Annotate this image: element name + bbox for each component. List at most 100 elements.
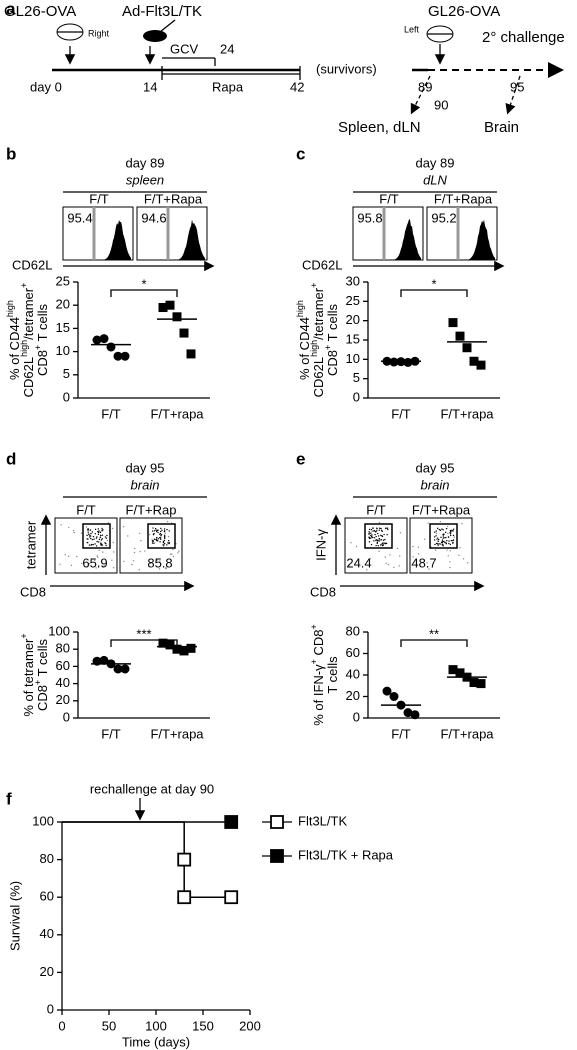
data-point	[106, 342, 116, 352]
event-dot	[92, 543, 94, 546]
y-axis-label-part: T cells	[325, 656, 340, 694]
significance: *	[141, 276, 146, 291]
event-dot	[60, 524, 62, 526]
y-tick-label: 80	[40, 851, 54, 866]
significance: **	[429, 626, 439, 641]
event-dot	[87, 529, 90, 531]
axis-label: IFN-γ	[313, 529, 328, 561]
tissue-label: dLN	[423, 172, 447, 187]
gate-value: 65.9	[82, 555, 107, 570]
event-dot	[376, 542, 378, 544]
sample-label: F/T	[379, 191, 399, 206]
gate-value: 95.2	[431, 210, 456, 225]
event-dot	[131, 563, 133, 566]
event-dot	[153, 530, 156, 532]
event-dot	[436, 539, 438, 541]
gate	[364, 523, 393, 549]
event-dot	[379, 544, 382, 546]
event-dot	[156, 539, 158, 541]
event-dot	[164, 532, 166, 534]
event-dot	[80, 532, 83, 534]
event-dot	[98, 549, 100, 551]
event-dot	[98, 538, 101, 541]
data-point	[476, 679, 486, 689]
event-dot	[451, 529, 453, 531]
histogram-box	[426, 206, 498, 261]
significance: *	[431, 276, 436, 291]
event-dot	[59, 563, 61, 565]
event-dot	[377, 532, 379, 535]
event-dot	[379, 527, 381, 529]
event-dot	[385, 527, 387, 529]
event-dot	[379, 539, 381, 541]
event-dot	[96, 536, 98, 538]
event-dot	[151, 539, 153, 541]
y-axis-label: % of tetramer+	[19, 633, 36, 716]
data-point	[120, 351, 130, 361]
event-dot	[92, 535, 95, 538]
y-axis-label-part: CD8	[325, 350, 340, 376]
event-dot	[376, 530, 378, 532]
y-axis-label: CD62Lhigh/tetramer+	[19, 283, 36, 398]
annotation: rechallenge at day 90	[90, 781, 214, 796]
event-dot	[101, 529, 103, 532]
event-dot	[168, 530, 170, 532]
event-dot	[96, 555, 98, 557]
event-dot	[445, 543, 447, 545]
event-dot	[399, 555, 401, 557]
event-dot	[164, 536, 166, 538]
event-dot	[94, 528, 97, 531]
data-point	[403, 708, 413, 718]
event-dot	[373, 540, 375, 542]
event-dot	[449, 529, 452, 532]
y-tick-label: 60	[346, 645, 360, 660]
event-dot	[95, 567, 97, 569]
event-dot	[98, 530, 100, 532]
day-label: day 89	[125, 155, 164, 170]
gate-value: 95.4	[67, 210, 92, 225]
event-dot	[449, 550, 451, 552]
data-point	[455, 668, 465, 678]
data-point	[99, 334, 109, 344]
event-dot	[95, 537, 98, 539]
event-dot	[139, 550, 141, 553]
event-dot	[377, 545, 379, 547]
event-dot	[375, 544, 377, 547]
event-dot	[156, 559, 158, 562]
event-dot	[76, 555, 78, 558]
event-dot	[153, 542, 155, 544]
scatter-box	[344, 517, 408, 574]
event-dot	[100, 544, 102, 546]
event-dot	[386, 527, 389, 529]
event-dot	[437, 544, 439, 546]
y-axis-label-part: CD8	[35, 685, 50, 711]
event-dot	[133, 551, 136, 554]
y-axis-label: Survival (%)	[7, 881, 22, 951]
event-dot	[159, 560, 161, 562]
data-point	[158, 303, 168, 313]
tissue-label: brain	[421, 477, 450, 492]
event-dot	[68, 526, 70, 529]
day-label: day 95	[415, 460, 454, 475]
y-axis-label-part: +	[309, 624, 319, 629]
event-dot	[384, 556, 387, 558]
y-tick-label: 15	[346, 331, 360, 346]
event-dot	[372, 527, 374, 529]
y-tick-label: 25	[346, 293, 360, 308]
y-tick-label: 60	[56, 658, 70, 673]
event-dot	[155, 530, 158, 533]
event-dot	[435, 535, 437, 537]
day-label: 14	[143, 79, 157, 94]
event-dot	[393, 566, 395, 569]
panel-letter: d	[6, 449, 16, 468]
event-dot	[163, 530, 166, 532]
event-dot	[452, 539, 455, 541]
event-dot	[435, 532, 438, 535]
event-dot	[104, 536, 107, 538]
data-point	[448, 318, 458, 328]
event-dot	[449, 543, 452, 546]
histogram-box	[62, 206, 134, 261]
y-axis-label-part: T cells	[35, 639, 50, 680]
tissue-label: Brain	[484, 119, 519, 136]
event-dot	[166, 520, 169, 523]
